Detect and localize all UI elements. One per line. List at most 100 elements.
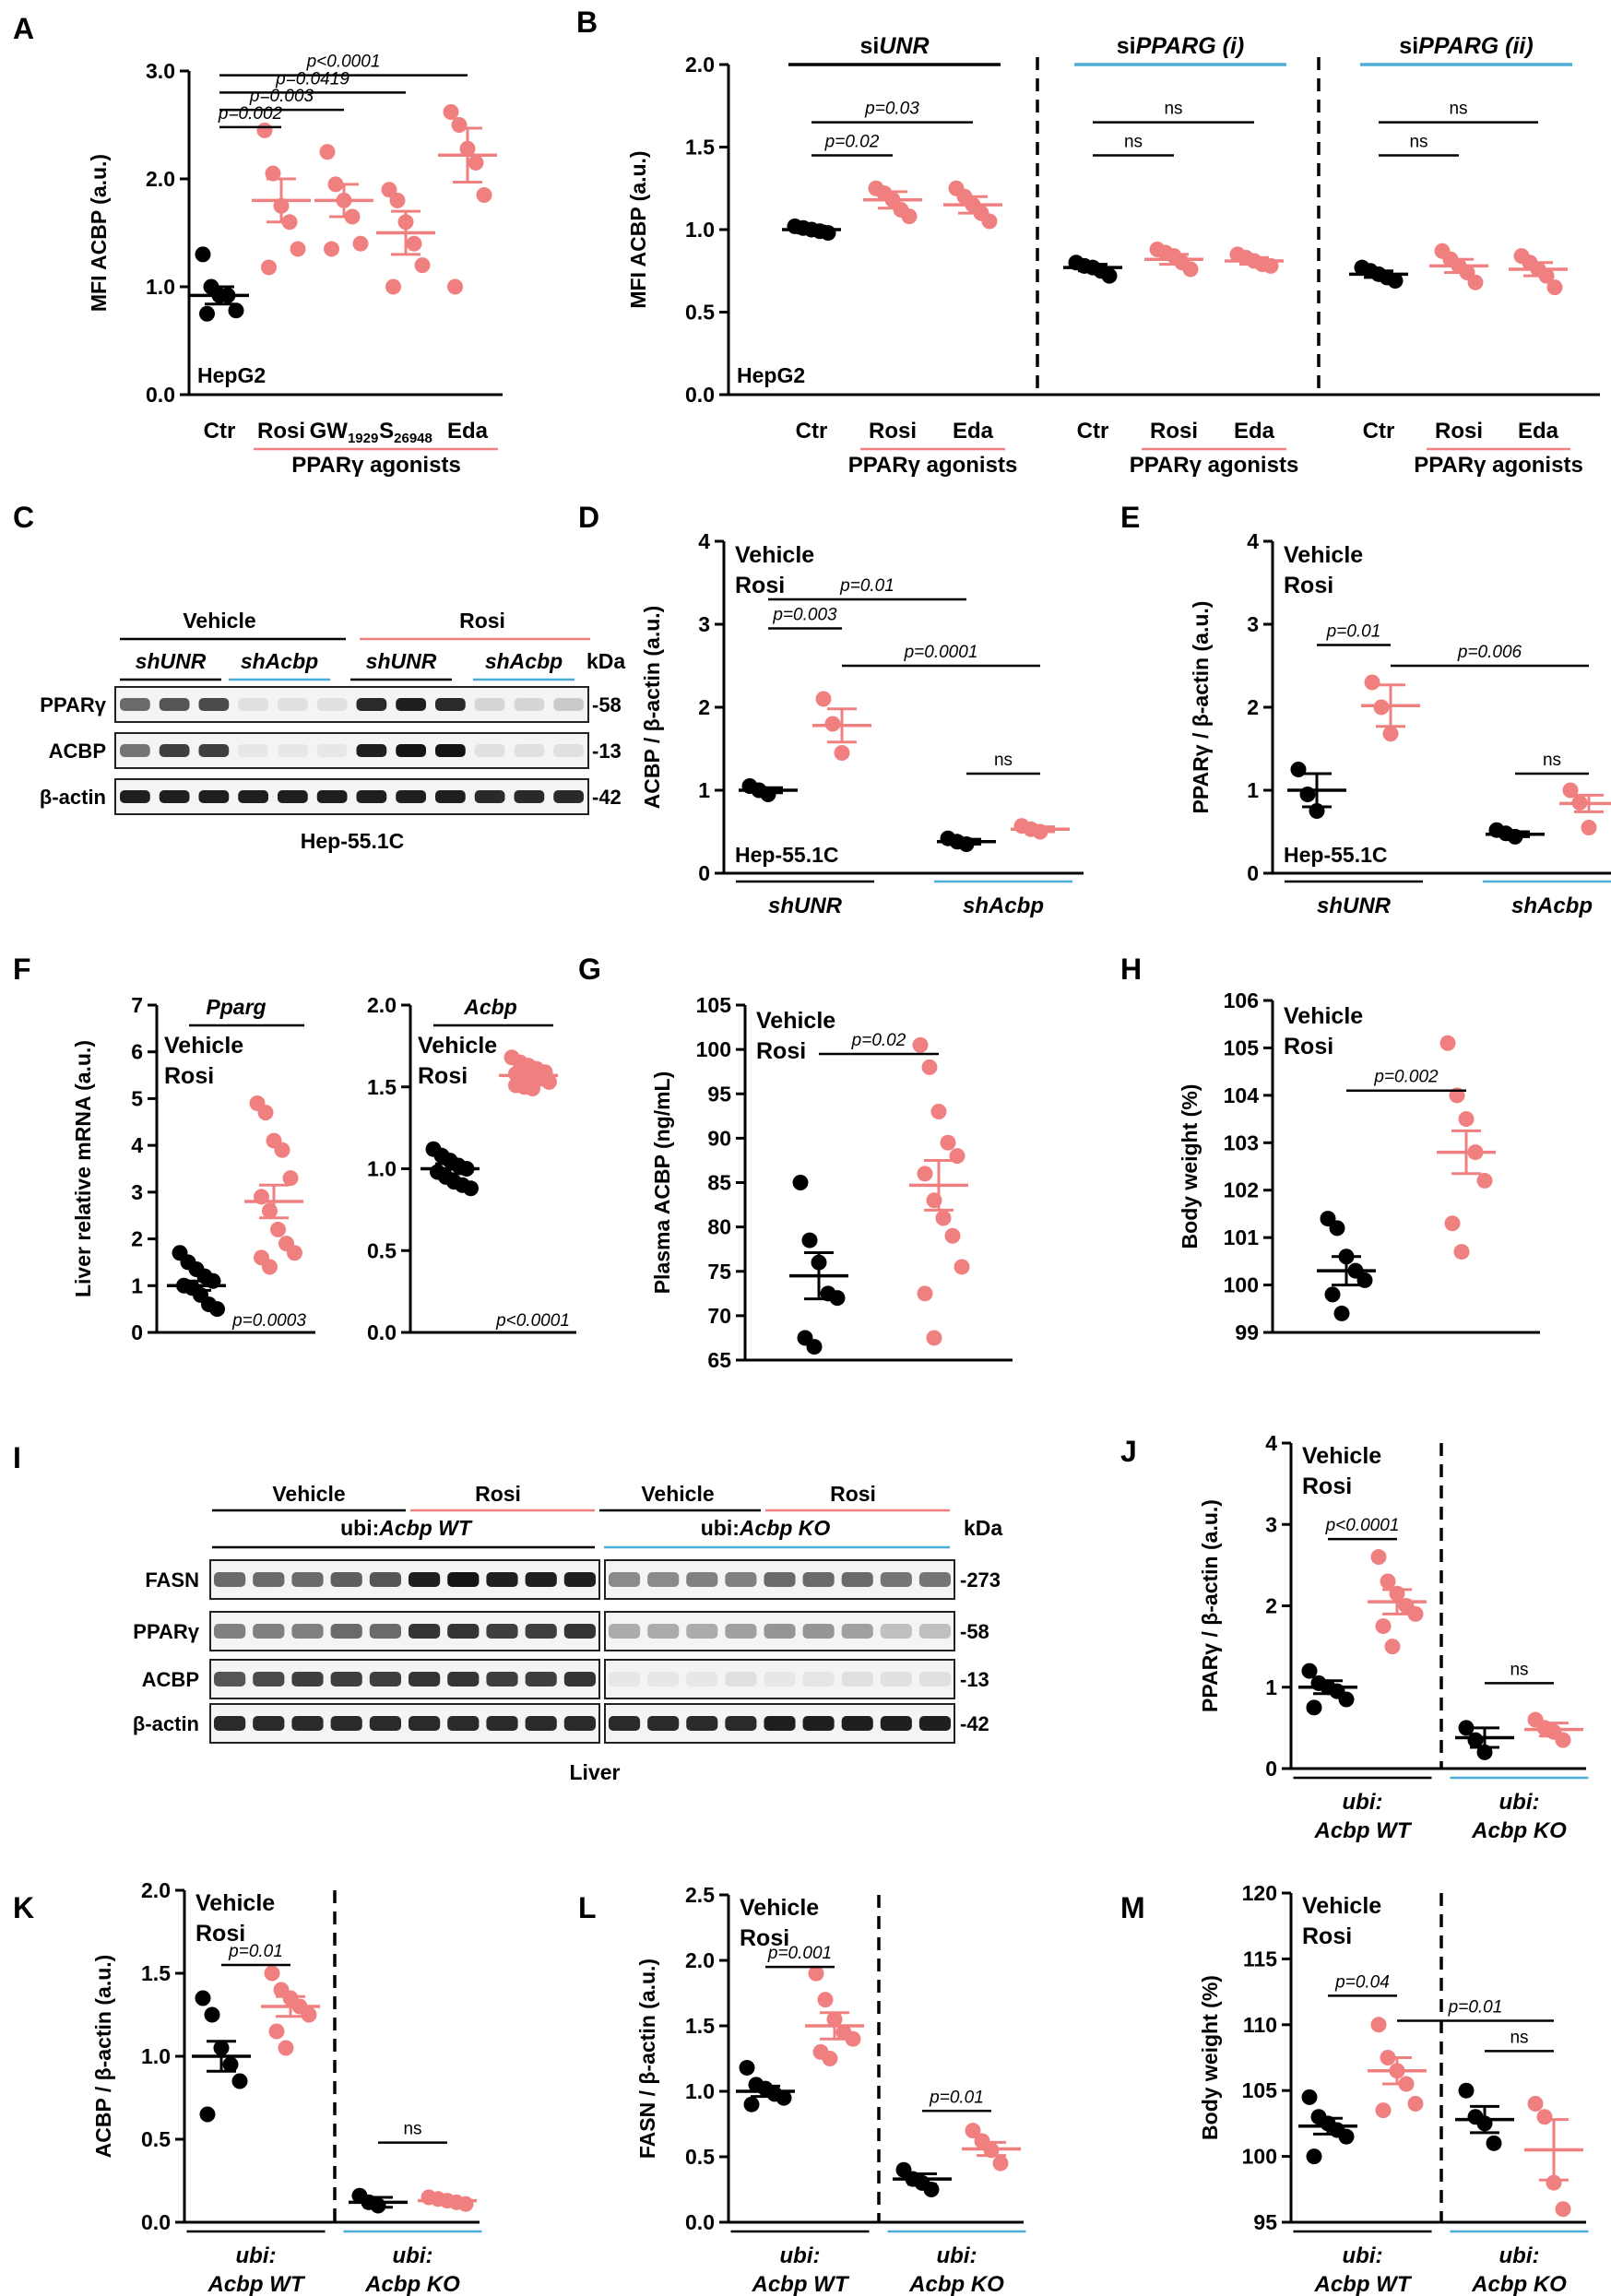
G-y-tick-label: 85 [707,1171,731,1195]
I-row-label: ACBP [142,1668,199,1691]
I-blot-band [409,1672,441,1686]
K-data-point [195,1990,211,2006]
A-y-tick-label: 0.0 [146,383,175,407]
C-blot-band [316,790,348,803]
K-data-point [199,2106,216,2123]
G-y-tick-label: 100 [696,1037,731,1061]
E-data-point [1364,674,1380,691]
I-blot-band [563,1572,596,1587]
I-tissue-label: Liver [570,1760,621,1784]
C-blot-band [120,744,150,757]
H-y-tick-label: 103 [1224,1130,1259,1154]
E-y-tick-label: 1 [1247,778,1259,802]
M-significance-label: p=0.01 [1448,1998,1503,2018]
C-blot-band [474,790,505,803]
I-treatment-label: Vehicle [272,1482,345,1506]
I-blot-band [563,1672,596,1686]
F2-legend-rosi: Rosi [418,1063,468,1089]
A-cell-line: HepG2 [197,363,266,387]
C-blot-band [435,790,466,803]
panel-label-D: D [578,501,599,534]
A-significance-label: p<0.0001 [306,53,381,72]
J-group-label-prefix: ubi: [1343,1790,1383,1815]
L-group-label: Acbp WT [752,2272,850,2296]
H-y-tick-label: 102 [1224,1178,1259,1202]
G-legend-vehicle: Vehicle [756,1008,835,1034]
M-data-point [1536,2109,1553,2125]
M-group-label: Acbp KO [1471,2272,1567,2296]
A-data-point [385,278,401,295]
F1-y-tick-label: 3 [131,1180,143,1204]
M-group-label: Acbp WT [1314,2272,1413,2296]
I-blot-band [369,1716,401,1731]
D-data-point [824,716,841,732]
D-group-label: shUNR [768,894,843,918]
C-blot-band [238,698,268,711]
A-y-tick-label: 1.0 [146,275,175,299]
I-blot-band [369,1672,401,1686]
D-group-label: shAcbp [963,894,1044,918]
I-blot-band [725,1624,757,1639]
B-subpanel-title-plain: si [1117,33,1136,59]
I-blot-band [609,1624,641,1639]
J-significance-label: p<0.0001 [1325,1516,1400,1535]
A-category-main: S [379,419,394,444]
J-y-tick-label: 1 [1265,1675,1277,1699]
C-blot-band [278,744,308,757]
M-y-tick-label: 105 [1242,2078,1278,2102]
F1-data-point [282,1170,299,1187]
G-legend-rosi: Rosi [756,1038,806,1064]
I-treatment-label: Rosi [830,1482,876,1506]
E-y-tick-label: 2 [1247,695,1259,719]
A-data-point [265,165,281,182]
I-blot-band [686,1716,718,1731]
C-blot-band [553,698,584,711]
I-blot-band [609,1716,641,1731]
I-row-label: FASN [145,1568,199,1592]
I-genotype-label-italic: Acbp WT [378,1516,473,1540]
B-data-point [1546,279,1563,296]
A-category-label: GW1929 [310,419,379,446]
I-blot-band [841,1672,873,1686]
K-y-tick-label: 0.5 [141,2127,171,2151]
A-category-label: Ctr [204,419,236,444]
I-blot-band [647,1572,680,1587]
A-data-point [406,235,422,252]
L-data-point [743,2096,760,2113]
panel-label-B: B [576,6,598,39]
M-legend-rosi: Rosi [1302,1923,1352,1949]
E-group-label: shUNR [1317,894,1392,918]
panel-label-E: E [1120,501,1140,534]
F1-gene-title: Pparg [206,995,266,1019]
D-significance-label: p=0.003 [772,606,837,625]
D-legend-rosi: Rosi [735,573,785,598]
I-blot-band [369,1572,401,1587]
M-data-point [1338,2128,1355,2145]
I-blot-band [918,1716,951,1731]
C-blot-band [198,698,230,711]
I-blot-band [447,1572,480,1587]
B-subpanel-title-italic: PPARG (i) [1136,33,1245,59]
I-kda-label: kDa [964,1516,1002,1540]
L-significance-label: p=0.001 [767,1944,832,1963]
M-y-axis-label: Body weight (%) [1198,1975,1222,2140]
I-blot-band [802,1672,835,1686]
J-group-label-prefix: ubi: [1499,1790,1540,1815]
M-data-point [1527,2095,1544,2112]
I-blot-band [525,1572,557,1587]
C-blot-band [435,744,466,757]
B-subpanel-title-italic: PPARG (ii) [1418,33,1534,59]
L-data-point [992,2155,1009,2172]
G-data-point [954,1259,970,1275]
G-data-point [940,1134,956,1151]
I-row-kda: -42 [960,1712,989,1735]
L-y-tick-label: 0.5 [685,2145,715,2169]
I-blot-band [486,1572,518,1587]
C-blot-strip [114,686,589,723]
C-blot-band [159,744,190,757]
C-blot-strip [114,732,589,769]
I-blot-band [686,1572,718,1587]
B-subpanel-title-italic: UNR [879,33,929,59]
A-data-point [195,246,211,263]
L-data-point [776,2089,792,2106]
